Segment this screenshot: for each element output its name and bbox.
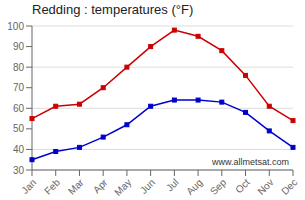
svg-text:50: 50 xyxy=(13,123,25,134)
html-text:Redding : temperatures (°F): Redding : temperatures (°F) xyxy=(32,2,194,17)
svg-text:40: 40 xyxy=(13,144,25,155)
svg-text:Feb: Feb xyxy=(42,176,62,196)
svg-text:Aug: Aug xyxy=(184,177,204,197)
svg-text:Apr: Apr xyxy=(91,176,110,195)
svg-text:May: May xyxy=(112,177,133,198)
svg-text:Nov: Nov xyxy=(255,177,275,197)
svg-text:Mar: Mar xyxy=(66,176,86,196)
svg-text:Jan: Jan xyxy=(19,177,38,196)
html-text:www.allmetsat.com: www.allmetsat.com xyxy=(212,157,289,167)
svg-text:Dec: Dec xyxy=(279,177,297,197)
svg-text:Sep: Sep xyxy=(208,176,229,197)
svg-text:60: 60 xyxy=(13,103,25,114)
svg-text:90: 90 xyxy=(13,41,25,52)
svg-text:100: 100 xyxy=(8,21,24,32)
svg-text:70: 70 xyxy=(13,82,25,93)
svg-text:Oct: Oct xyxy=(233,177,252,196)
svg-text:Jun: Jun xyxy=(138,177,157,196)
svg-text:80: 80 xyxy=(13,62,25,73)
svg-text:Jul: Jul xyxy=(164,177,181,194)
svg-text:30: 30 xyxy=(13,165,25,176)
